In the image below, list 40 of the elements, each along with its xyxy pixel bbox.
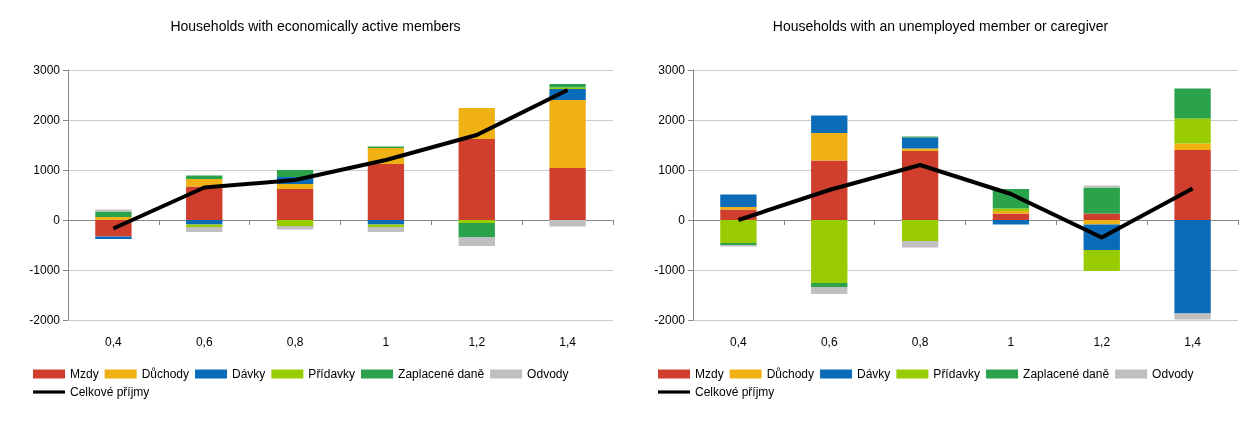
y-tick-label: 2000 — [33, 113, 61, 127]
legend-label: Zaplacené daně — [398, 367, 485, 381]
chart-title: Households with economically active members — [170, 18, 461, 34]
legend-label: Mzdy — [70, 367, 99, 381]
legend-label: Odvody — [1152, 367, 1194, 381]
x-tick-label: 1,4 — [559, 335, 577, 349]
legend-label: Zaplacené daně — [1023, 367, 1110, 381]
legend-label: Dávky — [232, 367, 266, 381]
legend-label: Důchody — [141, 367, 190, 381]
legend-label: Mzdy — [695, 367, 724, 381]
y-tick-label: 3000 — [658, 63, 686, 77]
y-tick-label: -2000 — [29, 313, 61, 327]
legend-label: Celkové příjmy — [70, 385, 150, 399]
x-tick-label: 1 — [382, 335, 390, 349]
y-tick-label: -2000 — [654, 313, 686, 327]
legend-label: Odvody — [527, 367, 569, 381]
y-tick-label: 1000 — [658, 163, 686, 177]
y-tick-label: -1000 — [29, 263, 61, 277]
x-tick-label: 1,2 — [468, 335, 486, 349]
y-tick-label: -1000 — [654, 263, 686, 277]
x-tick-label: 0,6 — [820, 335, 838, 349]
x-tick-label: 1,2 — [1093, 335, 1111, 349]
y-tick-label: 0 — [53, 213, 61, 227]
legend-label: Dávky — [857, 367, 891, 381]
legend-label: Přídavky — [308, 367, 356, 381]
x-tick-label: 1,4 — [1184, 335, 1202, 349]
x-tick-label: 0,4 — [730, 335, 748, 349]
y-tick-label: 1000 — [33, 163, 61, 177]
x-tick-label: 1 — [1007, 335, 1015, 349]
chart-title: Households with an unemployed member or caregiver — [772, 18, 1109, 34]
legend-label: Celkové příjmy — [695, 385, 775, 399]
y-tick-label: 0 — [678, 213, 686, 227]
x-tick-label: 0,6 — [195, 335, 213, 349]
x-tick-label: 0,8 — [911, 335, 929, 349]
x-tick-label: 0,4 — [105, 335, 123, 349]
legend-label: Důchody — [766, 367, 815, 381]
y-tick-label: 3000 — [33, 63, 61, 77]
y-tick-label: 2000 — [658, 113, 686, 127]
x-tick-label: 0,8 — [286, 335, 304, 349]
legend-label: Přídavky — [933, 367, 981, 381]
